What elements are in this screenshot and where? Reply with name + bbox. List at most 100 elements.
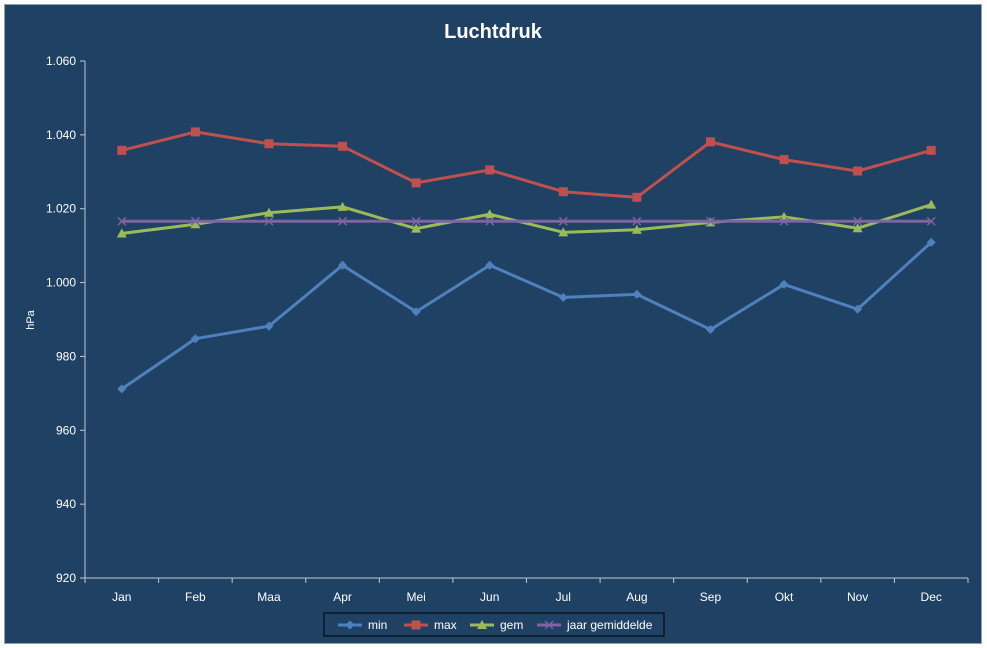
data-point-gem: [116, 228, 127, 238]
marker-x-stroke: [558, 216, 568, 226]
data-point-jaar-gemiddelde: [632, 216, 642, 226]
data-point-jaar-gemiddelde: [190, 216, 200, 226]
data-point-max: [632, 192, 642, 202]
legend-marker: [345, 620, 355, 630]
data-point-jaar-gemiddelde: [705, 216, 715, 226]
legend: min max gem jaar gemiddelde: [323, 612, 665, 637]
data-point-max: [264, 139, 274, 149]
x-tick-label: Jun: [480, 590, 499, 604]
data-point-min: [853, 304, 863, 314]
data-point-min: [558, 292, 568, 302]
y-axis-title: hPa: [25, 309, 37, 329]
series-line-min: [120, 241, 933, 391]
data-point-max: [926, 145, 936, 155]
y-tick-label: 960: [56, 423, 76, 437]
series-jaar-gemiddelde: [117, 216, 936, 226]
data-point-max: [779, 155, 789, 165]
data-point-jaar-gemiddelde: [338, 216, 348, 226]
x-tick-label: Okt: [775, 590, 794, 604]
legend-item-jaar-gemiddelde: jaar gemiddelde: [537, 618, 653, 632]
data-point-max: [485, 165, 495, 175]
marker-x-stroke: [338, 216, 348, 226]
data-point-gem: [852, 223, 863, 233]
y-tick-label: 1.020: [46, 202, 76, 216]
data-point-jaar-gemiddelde: [926, 216, 936, 226]
x-tick-label: Nov: [847, 590, 868, 604]
data-point-gem: [558, 227, 569, 237]
marker-x-stroke: [926, 216, 936, 226]
legend-item-max: max: [404, 618, 457, 632]
data-point-max: [338, 141, 348, 151]
data-point-min: [779, 279, 789, 289]
x-tick-label: Jul: [556, 590, 571, 604]
data-point-min: [632, 289, 642, 299]
x-tick-label: Feb: [185, 590, 206, 604]
data-point-gem: [263, 207, 274, 217]
data-point-gem: [190, 219, 201, 229]
marker-x-stroke: [117, 216, 127, 226]
marker-x-stroke: [544, 620, 554, 630]
data-point-gem: [337, 201, 348, 211]
data-point-max: [705, 137, 715, 147]
data-point-max: [853, 166, 863, 176]
axes: 920 940 960 980 1.000 1.020 1.040 1.060 Jan Feb Ma…: [46, 54, 969, 604]
series-line-max: [121, 130, 932, 199]
legend-item-gem: gem: [470, 618, 523, 632]
legend-label: min: [368, 618, 387, 632]
legend-label: max: [434, 618, 457, 632]
data-point-max: [190, 127, 200, 137]
data-point-max: [558, 187, 568, 197]
data-point-min: [926, 237, 936, 247]
data-point-min: [264, 321, 274, 331]
x-tick-label: Maa: [257, 590, 281, 604]
y-tick-label: 1.000: [46, 276, 76, 290]
data-point-gem: [484, 209, 495, 219]
marker-x-stroke: [485, 216, 495, 226]
data-point-jaar-gemiddelde: [411, 216, 421, 226]
data-point-min: [338, 260, 348, 270]
series-gem: [116, 199, 937, 238]
y-tick-label: 920: [56, 571, 76, 585]
marker-x-stroke: [264, 216, 274, 226]
x-tick-label: Apr: [333, 590, 352, 604]
data-point-jaar-gemiddelde: [117, 216, 127, 226]
y-tick-label: 1.060: [46, 54, 76, 68]
data-point-jaar-gemiddelde: [558, 216, 568, 226]
data-point-gem: [926, 199, 937, 209]
x-tick-label: Sep: [700, 590, 722, 604]
marker-x-stroke: [853, 216, 863, 226]
marker-x-stroke: [632, 216, 642, 226]
legend-marker: [477, 620, 487, 629]
y-tick-label: 940: [56, 497, 76, 511]
legend-marker: [411, 620, 421, 630]
marker-x-stroke: [705, 216, 715, 226]
legend-label: jaar gemiddelde: [566, 618, 653, 632]
series-max: [117, 127, 936, 202]
data-point-gem: [411, 223, 422, 233]
series-layer: [116, 127, 937, 394]
chart-title: Luchtdruk: [444, 21, 543, 43]
data-point-jaar-gemiddelde: [485, 216, 495, 226]
data-point-min: [705, 324, 715, 334]
data-point-jaar-gemiddelde: [779, 216, 789, 226]
data-point-min: [411, 307, 421, 317]
legend-marker: [544, 620, 554, 630]
data-point-jaar-gemiddelde: [264, 216, 274, 226]
x-tick-label: Dec: [921, 590, 942, 604]
data-point-min: [117, 384, 127, 394]
x-tick-label: Mei: [406, 590, 425, 604]
legend-label: gem: [500, 618, 523, 632]
x-tick-label: Aug: [626, 590, 647, 604]
data-point-gem: [631, 224, 642, 234]
y-tick-label: 980: [56, 349, 76, 363]
data-point-max: [411, 178, 421, 188]
legend-item-min: min: [338, 618, 387, 632]
chart-frame: [4, 4, 982, 644]
data-point-jaar-gemiddelde: [853, 216, 863, 226]
series-line-gem: [121, 203, 932, 235]
data-point-min: [485, 260, 495, 270]
marker-x-stroke: [779, 216, 789, 226]
data-point-min: [190, 334, 200, 344]
series-min: [117, 237, 936, 394]
